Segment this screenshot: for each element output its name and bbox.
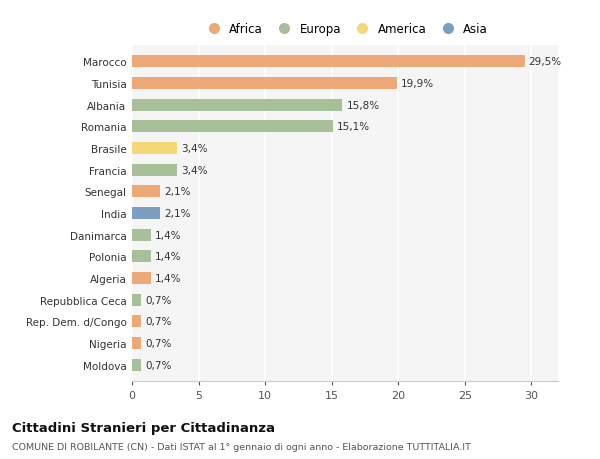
Bar bbox=[132, 186, 160, 198]
Bar bbox=[132, 359, 142, 371]
Bar bbox=[132, 143, 177, 155]
Bar bbox=[132, 78, 397, 90]
Bar bbox=[132, 272, 151, 284]
Text: 1,4%: 1,4% bbox=[155, 230, 181, 240]
Text: 0,7%: 0,7% bbox=[145, 295, 172, 305]
Text: 15,1%: 15,1% bbox=[337, 122, 370, 132]
Text: 0,7%: 0,7% bbox=[145, 317, 172, 326]
Text: 3,4%: 3,4% bbox=[181, 165, 208, 175]
Text: 19,9%: 19,9% bbox=[401, 79, 434, 89]
Legend: Africa, Europa, America, Asia: Africa, Europa, America, Asia bbox=[197, 18, 493, 41]
Bar bbox=[132, 337, 142, 349]
Text: Cittadini Stranieri per Cittadinanza: Cittadini Stranieri per Cittadinanza bbox=[12, 421, 275, 434]
Bar bbox=[132, 164, 177, 176]
Text: 0,7%: 0,7% bbox=[145, 338, 172, 348]
Bar bbox=[132, 56, 525, 68]
Text: 3,4%: 3,4% bbox=[181, 144, 208, 154]
Text: 0,7%: 0,7% bbox=[145, 360, 172, 370]
Bar bbox=[132, 207, 160, 219]
Bar bbox=[132, 251, 151, 263]
Text: 15,8%: 15,8% bbox=[346, 101, 379, 110]
Bar bbox=[132, 121, 333, 133]
Bar bbox=[132, 294, 142, 306]
Bar bbox=[132, 316, 142, 327]
Text: 1,4%: 1,4% bbox=[155, 273, 181, 283]
Text: COMUNE DI ROBILANTE (CN) - Dati ISTAT al 1° gennaio di ogni anno - Elaborazione : COMUNE DI ROBILANTE (CN) - Dati ISTAT al… bbox=[12, 442, 471, 451]
Text: 29,5%: 29,5% bbox=[529, 57, 562, 67]
Text: 2,1%: 2,1% bbox=[164, 208, 190, 218]
Text: 2,1%: 2,1% bbox=[164, 187, 190, 197]
Bar bbox=[132, 229, 151, 241]
Bar bbox=[132, 100, 343, 111]
Text: 1,4%: 1,4% bbox=[155, 252, 181, 262]
